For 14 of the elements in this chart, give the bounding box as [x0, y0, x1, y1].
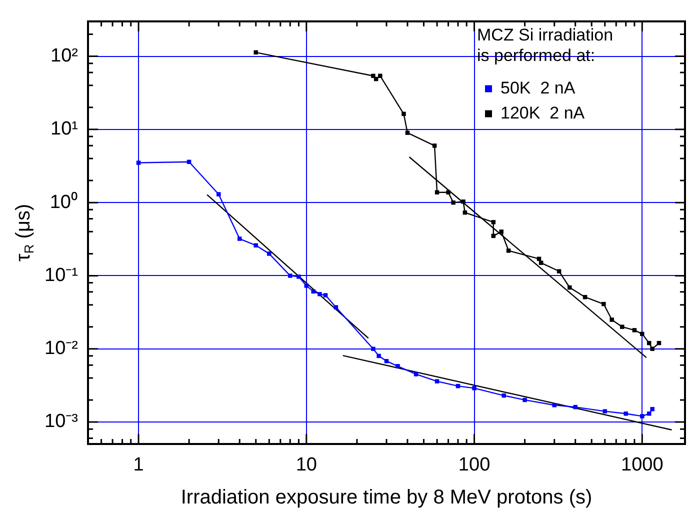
- y-tick-label: 10¹: [50, 118, 78, 140]
- y-axis-title: τR (μs): [12, 204, 37, 262]
- x-axis-title: Irradiation exposure time by 8 MeV protons (s): [180, 486, 592, 509]
- x-tick-label: 1000: [621, 454, 664, 476]
- y-tick-label: 10⁻³: [44, 411, 78, 432]
- x-tick-label: 10: [296, 454, 317, 476]
- x-tick-label: 1: [133, 454, 144, 476]
- legend-label: 120K 2 nA: [500, 103, 586, 122]
- y-tick-label: 10⁰: [50, 190, 78, 213]
- y-tick-label: 10²: [50, 46, 78, 67]
- legend-label: 50K 2 nA: [500, 78, 576, 98]
- y-tick-label: 10⁻¹: [44, 264, 78, 286]
- y-tick-label: 10⁻²: [44, 338, 78, 360]
- x-tick-label: 100: [458, 454, 490, 476]
